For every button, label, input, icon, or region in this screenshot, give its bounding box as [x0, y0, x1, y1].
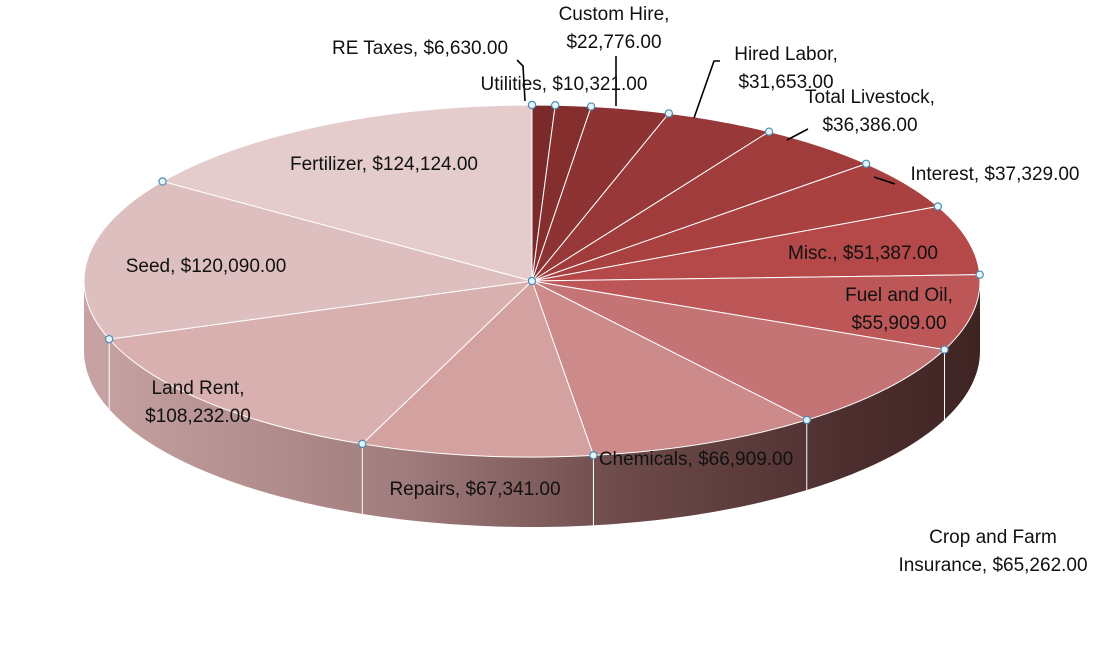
data-label-seed: Seed, $120,090.00	[126, 256, 287, 277]
pie-side-wall	[84, 281, 980, 527]
data-labels: RE Taxes, $6,630.00 Utilities, $10,321.00…	[126, 4, 1088, 576]
slice-handle	[764, 127, 774, 136]
slice-handle	[940, 345, 949, 354]
leader-line-re-taxes	[516, 59, 526, 102]
slice-handle	[589, 451, 598, 460]
slice-handle	[975, 270, 984, 279]
selection-handles	[104, 100, 984, 460]
data-label-crop-and-farm-insurance: Crop and Farm Insurance, $65,262.00	[898, 527, 1087, 576]
slice-handle	[664, 109, 674, 118]
slice-handle	[802, 415, 811, 425]
data-label-chemicals: Chemicals, $66,909.00	[599, 449, 793, 470]
data-label-total-livestock: Total Livestock, $36,386.00	[805, 87, 935, 136]
pie-slice-chemicals[interactable]	[531, 279, 809, 456]
data-label-misc: Misc., $51,387.00	[788, 243, 938, 264]
leader-line-total-livestock	[786, 128, 809, 141]
data-label-utilities: Utilities, $10,321.00	[481, 74, 648, 95]
slice-handle	[861, 159, 871, 168]
pie-slice-fuel-and-oil[interactable]	[531, 274, 981, 351]
data-label-re-taxes: RE Taxes, $6,630.00	[332, 38, 508, 59]
pie-side-layer	[84, 281, 980, 527]
slice-handle	[358, 439, 367, 449]
data-label-repairs: Repairs, $67,341.00	[389, 479, 560, 500]
slice-handle	[550, 101, 560, 110]
leader-line-interest	[873, 176, 896, 185]
data-label-land-rent: Land Rent, $108,232.00	[145, 378, 251, 427]
pie-top-layer	[83, 104, 981, 458]
data-label-custom-hire: Custom Hire, $22,776.00	[559, 4, 670, 53]
data-label-fertilizer: Fertilizer, $124,124.00	[290, 154, 478, 175]
pie-slice-seed[interactable]	[83, 180, 533, 340]
pie-slice-land-rent[interactable]	[108, 280, 534, 445]
pie-slice-crop-and-farm-insurance[interactable]	[531, 280, 946, 421]
data-label-hired-labor: Hired Labor, $31,653.00	[734, 44, 838, 93]
center-handle	[527, 276, 537, 286]
data-label-interest: Interest, $37,329.00	[910, 164, 1079, 185]
slice-handle	[527, 100, 537, 110]
slice-handle	[104, 334, 114, 344]
data-label-fuel-and-oil: Fuel and Oil, $55,909.00	[845, 285, 953, 334]
pie-slice-fertilizer[interactable]	[161, 104, 533, 282]
leader-lines	[516, 56, 896, 185]
slice-handle	[158, 177, 167, 186]
slice-handle	[933, 202, 943, 211]
slice-handle	[586, 102, 596, 111]
pie-slice-repairs[interactable]	[361, 280, 595, 458]
leader-line-hired-labor	[693, 60, 720, 119]
